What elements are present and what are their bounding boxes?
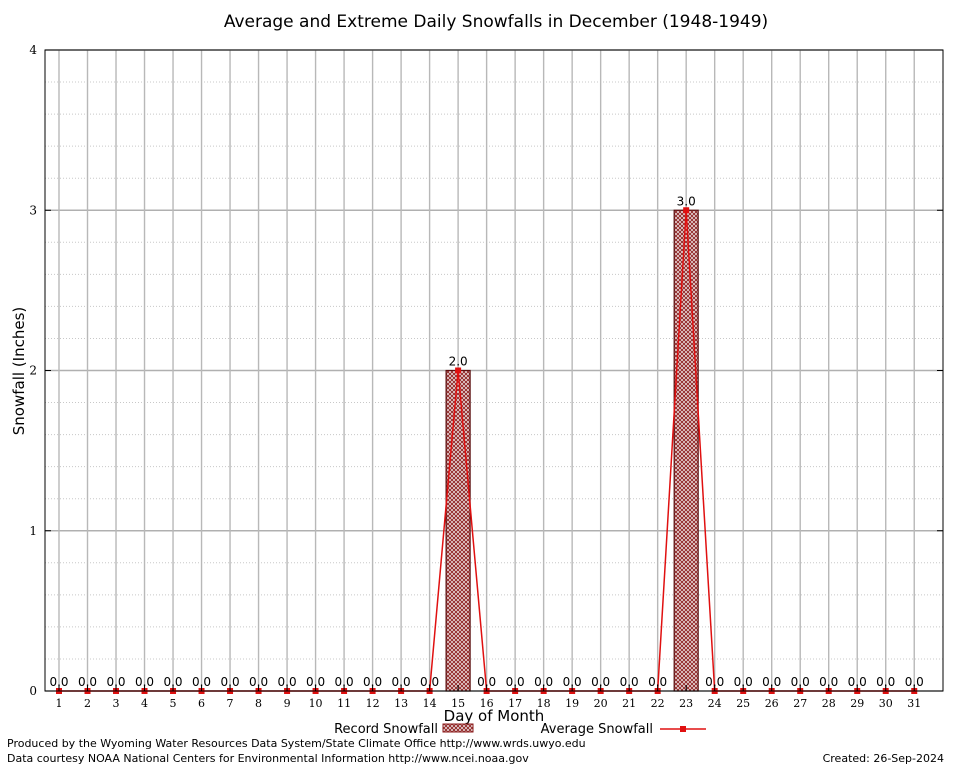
legend-average-marker [680, 726, 686, 732]
data-label-day-22: 0.0 [648, 675, 667, 689]
data-label-day-20: 0.0 [591, 675, 610, 689]
x-tick-label-day-27: 27 [793, 697, 807, 710]
y-tick-label: 0 [29, 684, 37, 698]
average-point-day-23 [683, 207, 690, 214]
data-label-day-26: 0.0 [762, 675, 781, 689]
legend-record-swatch [442, 723, 474, 733]
x-tick-label-day-29: 29 [850, 697, 864, 710]
x-tick-label-day-4: 4 [141, 697, 148, 710]
x-tick-label-day-6: 6 [198, 697, 205, 710]
data-label-day-6: 0.0 [192, 675, 211, 689]
data-label-day-29: 0.0 [848, 675, 867, 689]
x-tick-label-day-16: 16 [480, 697, 494, 710]
x-tick-label-day-19: 19 [565, 697, 579, 710]
data-label-day-21: 0.0 [620, 675, 639, 689]
record-bar-day-23 [673, 209, 699, 692]
data-label-day-10: 0.0 [306, 675, 325, 689]
data-label-day-12: 0.0 [363, 675, 382, 689]
data-label-day-25: 0.0 [734, 675, 753, 689]
x-tick-label-day-13: 13 [394, 697, 408, 710]
chart-title: Average and Extreme Daily Snowfalls in D… [224, 12, 768, 32]
x-tick-label-day-25: 25 [736, 697, 750, 710]
footer-created-date: Created: 26-Sep-2024 [823, 752, 944, 765]
legend-average-label: Average Snowfall [541, 722, 653, 737]
y-tick-label: 1 [29, 524, 37, 538]
x-axis-ticks: 1 2 3 4 5 6 7 8 9 10 11 12 13 14 15 16 17 18 19 20 21 22 23 24 2… [56, 685, 921, 710]
x-tick-label-day-24: 24 [708, 697, 722, 710]
x-tick-label-day-31: 31 [907, 697, 921, 710]
record-bars [445, 209, 699, 692]
data-label-day-28: 0.0 [819, 675, 838, 689]
data-label-day-1: 0.0 [49, 675, 68, 689]
x-tick-label-day-20: 20 [594, 697, 608, 710]
data-label-day-23: 3.0 [677, 194, 696, 208]
data-label-day-30: 0.0 [876, 675, 895, 689]
data-label-day-15: 2.0 [449, 355, 468, 369]
data-labels: 0.0 0.0 0.0 0.0 0.0 0.0 0.0 0.0 0.0 0.0 0.0 0.0 0.0 0… [49, 194, 923, 689]
data-label-day-19: 0.0 [563, 675, 582, 689]
footer-data-courtesy: Data courtesy NOAA National Centers for … [7, 752, 529, 765]
x-tick-label-day-2: 2 [84, 697, 91, 710]
y-tick-label: 4 [29, 43, 37, 57]
footer-produced-by: Produced by the Wyoming Water Resources … [7, 737, 586, 750]
x-tick-label-day-3: 3 [113, 697, 120, 710]
y-tick-label: 3 [29, 203, 37, 217]
y-tick-label: 2 [29, 364, 37, 378]
data-label-day-8: 0.0 [249, 675, 268, 689]
y-axis-label: Snowfall (Inches) [10, 307, 28, 435]
x-tick-label-day-8: 8 [255, 697, 262, 710]
data-label-day-31: 0.0 [905, 675, 924, 689]
data-label-day-14: 0.0 [420, 675, 439, 689]
data-label-day-4: 0.0 [135, 675, 154, 689]
average-point-day-15 [455, 367, 462, 374]
data-label-day-11: 0.0 [335, 675, 354, 689]
data-label-day-13: 0.0 [392, 675, 411, 689]
y-axis-ticks: 0 1 2 3 4 [29, 43, 943, 698]
x-tick-label-day-28: 28 [822, 697, 836, 710]
x-tick-label-day-7: 7 [227, 697, 234, 710]
data-label-day-7: 0.0 [221, 675, 240, 689]
legend-record-label: Record Snowfall [334, 722, 438, 737]
data-label-day-16: 0.0 [477, 675, 496, 689]
x-tick-label-day-17: 17 [508, 697, 522, 710]
x-tick-label-day-30: 30 [879, 697, 893, 710]
x-axis-label: Day of Month [444, 707, 545, 725]
x-tick-label-day-18: 18 [537, 697, 551, 710]
data-label-day-3: 0.0 [106, 675, 125, 689]
x-tick-label-day-22: 22 [651, 697, 665, 710]
x-tick-label-day-14: 14 [423, 697, 437, 710]
x-tick-label-day-9: 9 [284, 697, 291, 710]
x-tick-label-day-5: 5 [170, 697, 177, 710]
x-tick-label-day-11: 11 [337, 697, 351, 710]
x-tick-label-day-10: 10 [309, 697, 323, 710]
data-label-day-27: 0.0 [791, 675, 810, 689]
data-label-day-24: 0.0 [705, 675, 724, 689]
data-label-day-9: 0.0 [278, 675, 297, 689]
x-tick-label-day-26: 26 [765, 697, 779, 710]
x-tick-label-day-23: 23 [679, 697, 693, 710]
x-tick-label-day-15: 15 [451, 697, 465, 710]
grid-lines [45, 49, 943, 692]
x-tick-label-day-12: 12 [366, 697, 380, 710]
record-bar-day-15 [445, 369, 471, 692]
data-label-day-17: 0.0 [506, 675, 525, 689]
legend: Record Snowfall Average Snowfall [334, 722, 706, 737]
data-label-day-5: 0.0 [163, 675, 182, 689]
data-label-day-18: 0.0 [534, 675, 553, 689]
data-label-day-2: 0.0 [78, 675, 97, 689]
x-tick-label-day-1: 1 [56, 697, 63, 710]
x-tick-label-day-21: 21 [622, 697, 636, 710]
